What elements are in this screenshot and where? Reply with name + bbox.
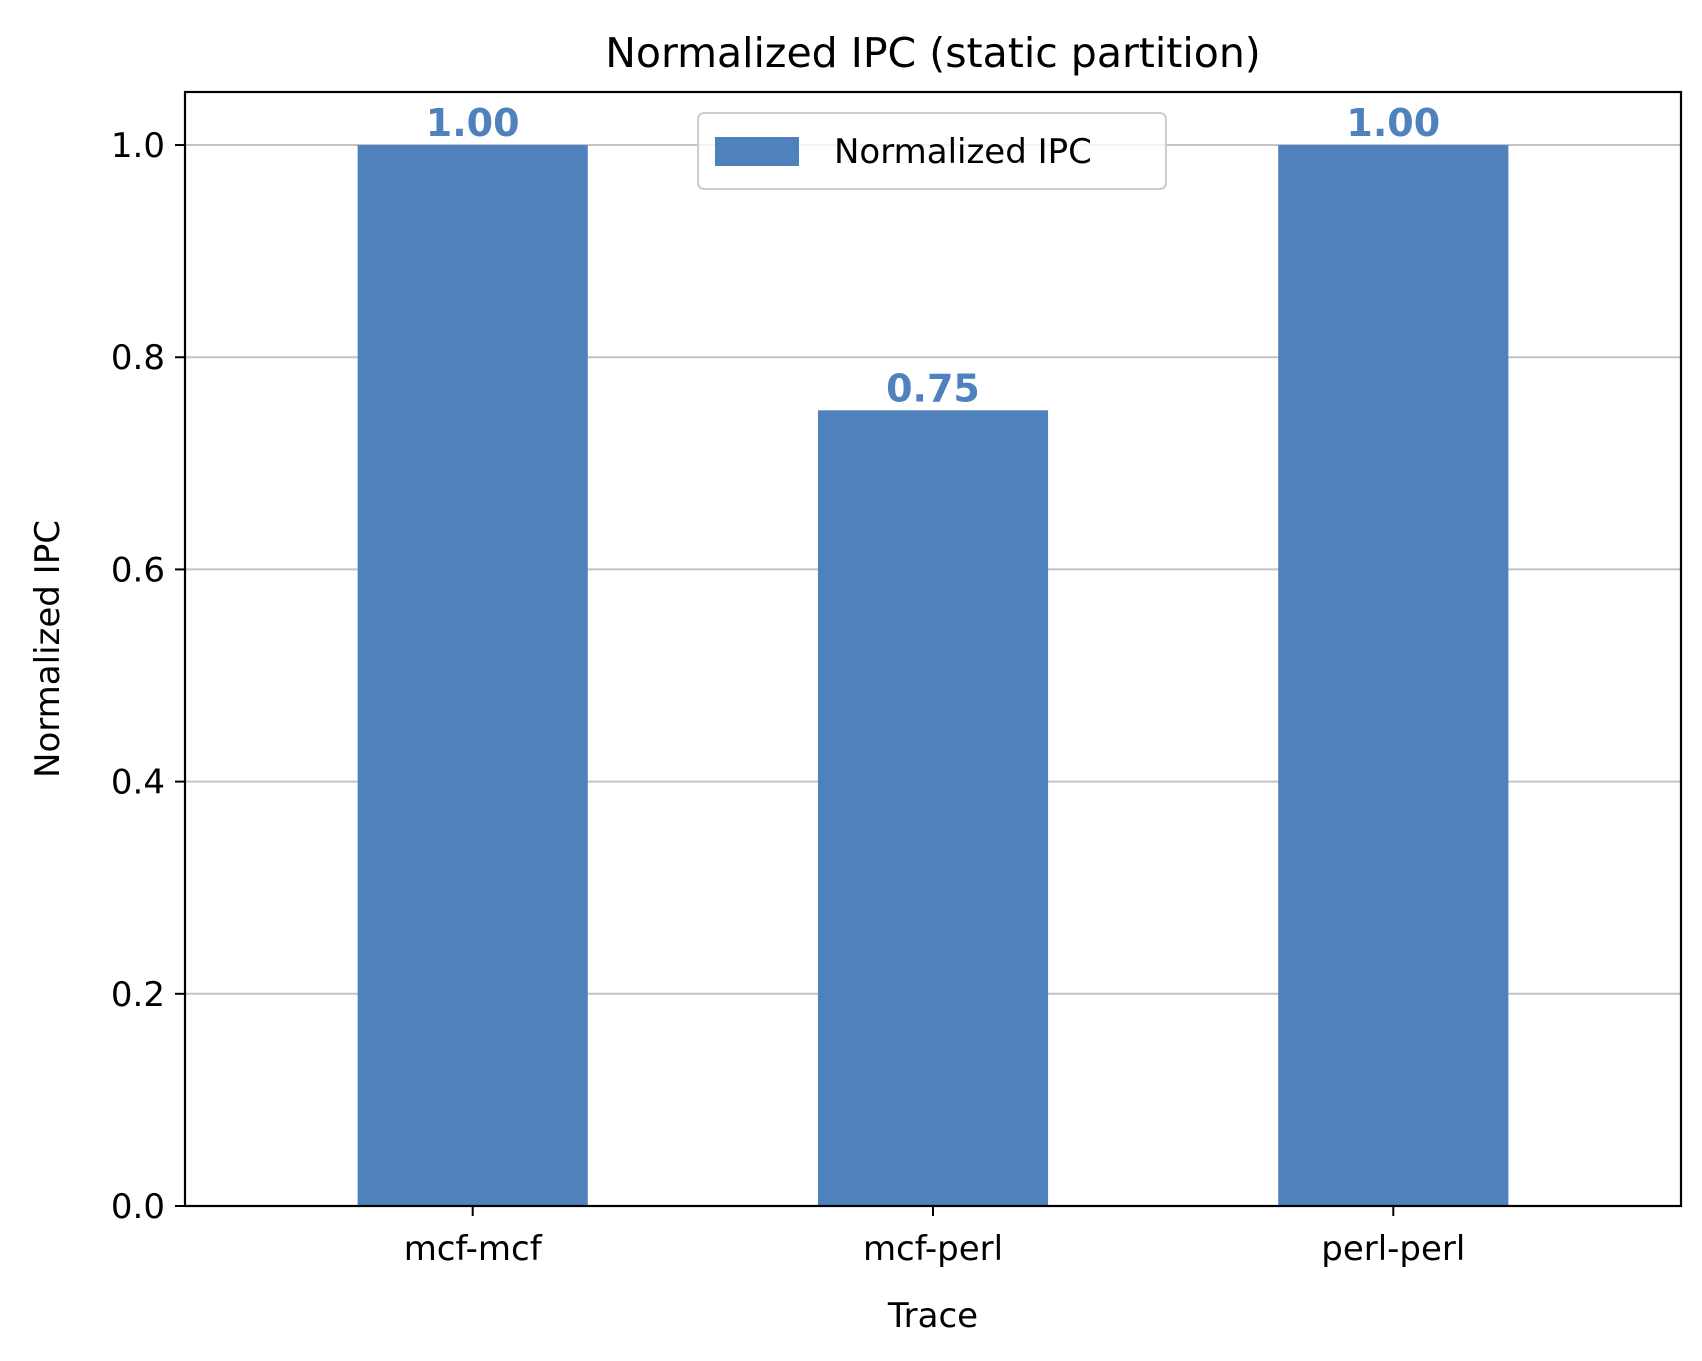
y-tick-label-2: 0.4 xyxy=(111,763,165,803)
bar-perl-perl xyxy=(1278,145,1509,1207)
bar-mcf-perl xyxy=(817,410,1049,1206)
y-tick-label-0: 0.0 xyxy=(111,1187,165,1227)
legend-box xyxy=(697,112,1167,190)
y-tick-label-3: 0.6 xyxy=(111,550,165,590)
legend: Normalized IPC xyxy=(697,112,1167,190)
legend-label: Normalized IPC xyxy=(834,132,1092,172)
y-tick-label-5: 1.0 xyxy=(111,126,165,166)
bar-mcf-mcf xyxy=(357,145,588,1207)
x-axis-label: Trace xyxy=(887,1296,978,1336)
x-tick-label-perl-perl: perl-perl xyxy=(1321,1229,1465,1269)
data-label-mcf-perl: 0.75 xyxy=(886,366,980,410)
data-label-mcf-mcf: 1.00 xyxy=(426,101,520,145)
x-axis: mcf-mcf mcf-perl perl-perl xyxy=(404,1206,1465,1269)
y-axis: 0.0 0.2 0.4 0.6 0.8 1.0 xyxy=(111,126,185,1227)
bars xyxy=(357,145,1509,1207)
data-labels: 1.00 0.75 1.00 xyxy=(426,101,1440,410)
y-tick-label-4: 0.8 xyxy=(111,338,165,378)
data-label-perl-perl: 1.00 xyxy=(1346,101,1440,145)
x-tick-label-mcf-mcf: mcf-mcf xyxy=(404,1229,543,1269)
x-tick-label-mcf-perl: mcf-perl xyxy=(863,1229,1003,1269)
legend-swatch xyxy=(715,137,799,166)
chart-title: Normalized IPC (static partition) xyxy=(605,29,1261,77)
y-axis-label: Normalized IPC xyxy=(28,520,68,778)
y-tick-label-1: 0.2 xyxy=(111,975,165,1015)
